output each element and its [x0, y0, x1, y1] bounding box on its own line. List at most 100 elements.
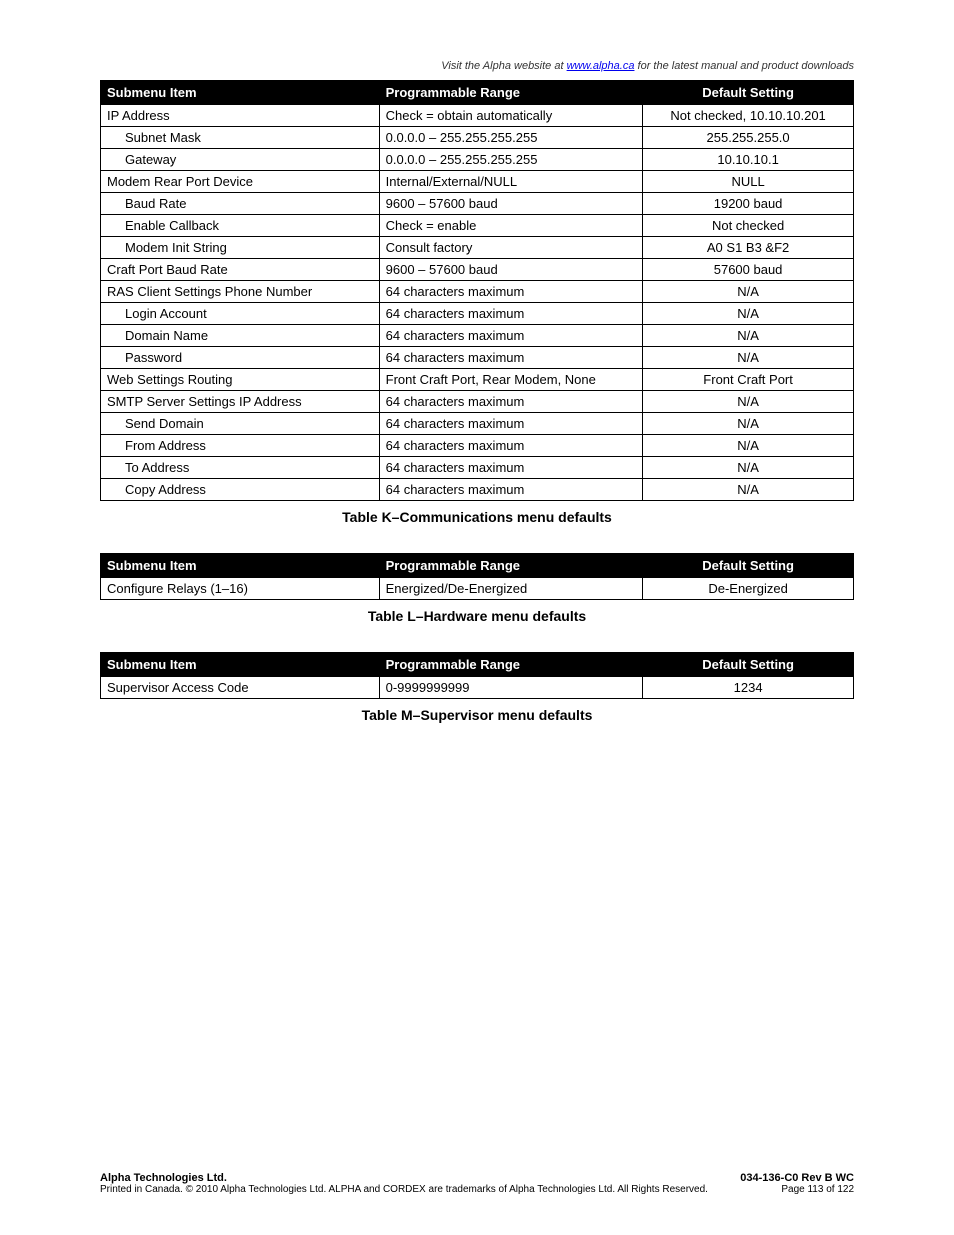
table-m-caption: Table M–Supervisor menu defaults	[100, 707, 854, 723]
cell-submenu: Supervisor Access Code	[101, 677, 380, 699]
table-row: Send Domain64 characters maximumN/A	[101, 413, 854, 435]
table-row: Configure Relays (1–16)Energized/De-Ener…	[101, 578, 854, 600]
cell-submenu: Gateway	[101, 149, 380, 171]
cell-default: N/A	[643, 479, 854, 501]
cell-default: Front Craft Port	[643, 369, 854, 391]
table-l: Submenu Item Programmable Range Default …	[100, 553, 854, 600]
footer: Alpha Technologies Ltd. Printed in Canad…	[100, 1172, 854, 1195]
cell-submenu: Modem Init String	[101, 237, 380, 259]
table-row: Modem Rear Port DeviceInternal/External/…	[101, 171, 854, 193]
header-link[interactable]: www.alpha.ca	[567, 60, 635, 72]
cell-range: 9600 – 57600 baud	[379, 193, 643, 215]
table-row: From Address64 characters maximumN/A	[101, 435, 854, 457]
cell-range: 64 characters maximum	[379, 281, 643, 303]
col-submenu: Submenu Item	[101, 81, 380, 105]
col-range: Programmable Range	[379, 554, 643, 578]
cell-submenu: Subnet Mask	[101, 127, 380, 149]
cell-range: Front Craft Port, Rear Modem, None	[379, 369, 643, 391]
cell-submenu: Configure Relays (1–16)	[101, 578, 380, 600]
header-prefix: Visit the Alpha website at	[441, 60, 566, 72]
footer-right: 034-136-C0 Rev B WC Page 113 of 122	[740, 1172, 854, 1195]
table-l-caption: Table L–Hardware menu defaults	[100, 608, 854, 624]
cell-range: 64 characters maximum	[379, 413, 643, 435]
col-range: Programmable Range	[379, 653, 643, 677]
cell-default: N/A	[643, 413, 854, 435]
table-l-body: Configure Relays (1–16)Energized/De-Ener…	[101, 578, 854, 600]
header-suffix: for the latest manual and product downlo…	[634, 60, 854, 72]
cell-default: 19200 baud	[643, 193, 854, 215]
cell-default: N/A	[643, 435, 854, 457]
cell-range: 0.0.0.0 – 255.255.255.255	[379, 127, 643, 149]
cell-submenu: IP Address	[101, 105, 380, 127]
cell-default: N/A	[643, 281, 854, 303]
table-m: Submenu Item Programmable Range Default …	[100, 652, 854, 699]
table-row: Web Settings RoutingFront Craft Port, Re…	[101, 369, 854, 391]
cell-range: Consult factory	[379, 237, 643, 259]
cell-submenu: To Address	[101, 457, 380, 479]
cell-range: 64 characters maximum	[379, 457, 643, 479]
table-row: IP AddressCheck = obtain automaticallyNo…	[101, 105, 854, 127]
cell-default: NULL	[643, 171, 854, 193]
cell-default: 57600 baud	[643, 259, 854, 281]
col-default: Default Setting	[643, 653, 854, 677]
cell-range: Check = enable	[379, 215, 643, 237]
cell-range: 64 characters maximum	[379, 325, 643, 347]
cell-range: 0-9999999999	[379, 677, 643, 699]
cell-submenu: SMTP Server Settings IP Address	[101, 391, 380, 413]
footer-page: Page 113 of 122	[740, 1184, 854, 1195]
cell-default: N/A	[643, 391, 854, 413]
col-submenu: Submenu Item	[101, 653, 380, 677]
cell-default: 1234	[643, 677, 854, 699]
table-m-header-row: Submenu Item Programmable Range Default …	[101, 653, 854, 677]
table-row: Baud Rate9600 – 57600 baud19200 baud	[101, 193, 854, 215]
table-row: SMTP Server Settings IP Address64 charac…	[101, 391, 854, 413]
cell-submenu: Craft Port Baud Rate	[101, 259, 380, 281]
cell-range: Check = obtain automatically	[379, 105, 643, 127]
table-row: Craft Port Baud Rate9600 – 57600 baud576…	[101, 259, 854, 281]
table-row: To Address64 characters maximumN/A	[101, 457, 854, 479]
table-row: Gateway0.0.0.0 – 255.255.255.25510.10.10…	[101, 149, 854, 171]
cell-range: 9600 – 57600 baud	[379, 259, 643, 281]
header-note: Visit the Alpha website at www.alpha.ca …	[100, 60, 854, 72]
cell-submenu: Enable Callback	[101, 215, 380, 237]
cell-submenu: Login Account	[101, 303, 380, 325]
cell-range: Energized/De-Energized	[379, 578, 643, 600]
cell-default: N/A	[643, 303, 854, 325]
col-default: Default Setting	[643, 554, 854, 578]
cell-submenu: Copy Address	[101, 479, 380, 501]
cell-range: 64 characters maximum	[379, 303, 643, 325]
table-row: Login Account64 characters maximumN/A	[101, 303, 854, 325]
table-row: Password64 characters maximumN/A	[101, 347, 854, 369]
table-row: Enable CallbackCheck = enableNot checked	[101, 215, 854, 237]
table-row: Copy Address64 characters maximumN/A	[101, 479, 854, 501]
footer-left: Alpha Technologies Ltd. Printed in Canad…	[100, 1172, 708, 1195]
cell-default: Not checked, 10.10.10.201	[643, 105, 854, 127]
footer-copyright: Printed in Canada. © 2010 Alpha Technolo…	[100, 1184, 708, 1195]
cell-submenu: Baud Rate	[101, 193, 380, 215]
cell-submenu: RAS Client Settings Phone Number	[101, 281, 380, 303]
col-submenu: Submenu Item	[101, 554, 380, 578]
table-row: Subnet Mask0.0.0.0 – 255.255.255.255255.…	[101, 127, 854, 149]
cell-range: 64 characters maximum	[379, 391, 643, 413]
cell-default: A0 S1 B3 &F2	[643, 237, 854, 259]
col-range: Programmable Range	[379, 81, 643, 105]
table-row: Domain Name64 characters maximumN/A	[101, 325, 854, 347]
table-row: Modem Init StringConsult factoryA0 S1 B3…	[101, 237, 854, 259]
cell-submenu: Web Settings Routing	[101, 369, 380, 391]
cell-submenu: Send Domain	[101, 413, 380, 435]
cell-submenu: Modem Rear Port Device	[101, 171, 380, 193]
cell-range: Internal/External/NULL	[379, 171, 643, 193]
cell-submenu: From Address	[101, 435, 380, 457]
table-row: RAS Client Settings Phone Number64 chara…	[101, 281, 854, 303]
cell-default: N/A	[643, 347, 854, 369]
cell-default: Not checked	[643, 215, 854, 237]
cell-range: 64 characters maximum	[379, 435, 643, 457]
cell-range: 0.0.0.0 – 255.255.255.255	[379, 149, 643, 171]
cell-default: N/A	[643, 457, 854, 479]
table-m-body: Supervisor Access Code0-99999999991234	[101, 677, 854, 699]
table-k: Submenu Item Programmable Range Default …	[100, 80, 854, 501]
table-k-body: IP AddressCheck = obtain automaticallyNo…	[101, 105, 854, 501]
cell-default: 10.10.10.1	[643, 149, 854, 171]
cell-submenu: Password	[101, 347, 380, 369]
table-k-header-row: Submenu Item Programmable Range Default …	[101, 81, 854, 105]
